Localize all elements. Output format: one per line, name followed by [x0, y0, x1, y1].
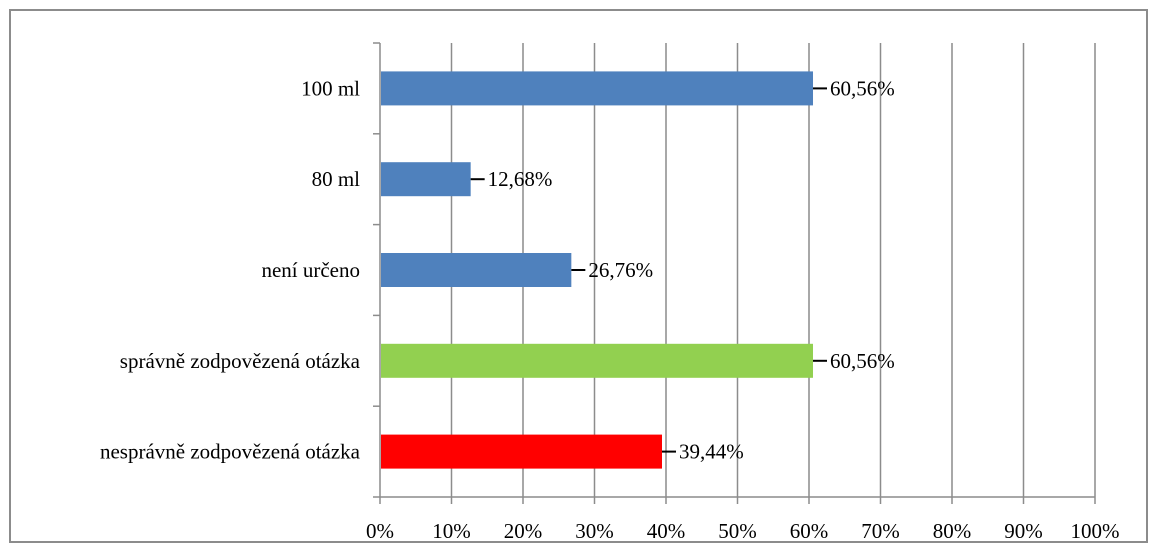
bar-1 [381, 162, 471, 197]
bar-2 [381, 253, 572, 287]
data-label-2: 26,76% [588, 258, 653, 282]
bar-3 [381, 343, 814, 378]
category-label-0: 100 ml [301, 76, 360, 100]
category-label-4: nesprávně zodpovězená otázka [100, 440, 361, 464]
data-label-3: 60,56% [830, 349, 895, 373]
data-label-0: 60,56% [830, 76, 895, 100]
bar-4 [381, 434, 662, 469]
data-label-4: 39,44% [679, 440, 744, 464]
category-label-2: není určeno [261, 258, 360, 282]
grid-lines [450, 43, 1096, 497]
bars [381, 71, 814, 469]
x-tick-label-80: 80% [933, 519, 972, 543]
category-label-3: správně zodpovězená otázka [120, 349, 361, 373]
x-tick-label-90: 90% [1004, 519, 1043, 543]
x-tick-label-40: 40% [647, 519, 686, 543]
x-tick-label-0: 0% [366, 519, 394, 543]
data-label-1: 12,68% [488, 167, 553, 191]
x-tick-label-10: 10% [432, 519, 471, 543]
x-tick-label-30: 30% [575, 519, 614, 543]
x-tick-label-70: 70% [861, 519, 900, 543]
category-label-1: 80 ml [312, 167, 361, 191]
x-tick-label-20: 20% [504, 519, 543, 543]
x-tick-label-60: 60% [790, 519, 829, 543]
labels: 0% 10% 20% 30% 40% 50% 60% 70% 80% 90% 100% 100 ml 6… [100, 76, 1120, 543]
x-tick-label-100: 100% [1071, 519, 1120, 543]
x-tick-label-50: 50% [718, 519, 757, 543]
axes [373, 42, 1096, 504]
bar-0 [381, 71, 814, 106]
